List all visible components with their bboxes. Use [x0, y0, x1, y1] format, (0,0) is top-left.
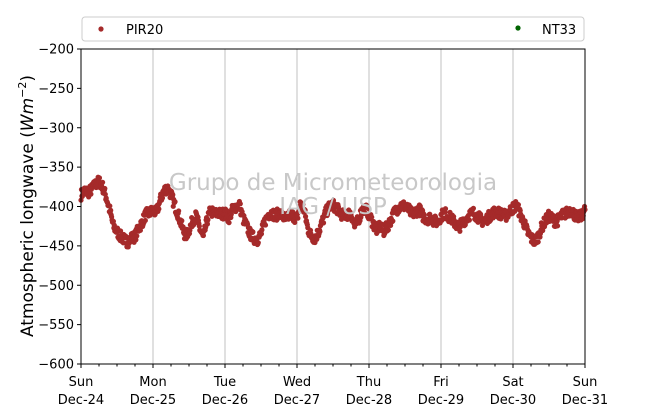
x-tick-day: Sun — [69, 375, 94, 390]
data-point — [470, 205, 476, 211]
y-axis: −200 −250 −300 −350 −400 −450 −500 −550 −600 — [38, 43, 81, 373]
data-point — [176, 208, 182, 214]
data-point — [187, 227, 193, 233]
data-point — [292, 219, 298, 225]
data-point — [159, 195, 166, 201]
data-point — [259, 227, 265, 233]
y-tick-label: −250 — [38, 82, 74, 97]
x-tick-date: Dec-27 — [274, 393, 320, 408]
y-tick-label: −200 — [38, 43, 74, 58]
data-point — [179, 218, 185, 224]
y-tick-label: −350 — [38, 161, 74, 176]
data-point — [300, 201, 306, 208]
data-point — [88, 191, 94, 197]
data-point — [258, 231, 265, 237]
data-point — [196, 223, 202, 229]
data-point — [137, 227, 143, 233]
x-tick-date: Dec-28 — [346, 393, 392, 408]
data-point — [107, 203, 113, 209]
data-point — [200, 232, 206, 239]
watermark: Grupo de Micrometeorologia IAG / USP — [169, 170, 497, 220]
x-tick-date: Dec-30 — [490, 393, 536, 408]
legend-marker-nt33 — [515, 25, 521, 31]
legend-label-nt33: NT33 — [542, 23, 576, 38]
legend-label-pir20: PIR20 — [126, 23, 163, 38]
data-point — [302, 207, 308, 213]
data-point — [118, 228, 124, 234]
legend-frame — [81, 16, 585, 42]
x-tick-date: Dec-26 — [202, 393, 248, 408]
data-point — [466, 217, 472, 223]
data-point — [390, 218, 396, 224]
data-point — [421, 212, 427, 218]
data-point — [250, 229, 256, 235]
watermark-line-2: IAG / USP — [279, 194, 387, 220]
x-tick-day: Tue — [213, 375, 236, 390]
data-point — [385, 227, 391, 233]
data-point — [457, 228, 463, 234]
data-point — [100, 179, 106, 185]
data-point — [172, 199, 178, 205]
data-point — [302, 213, 309, 220]
data-point — [308, 231, 314, 237]
x-tick-day: Mon — [139, 375, 166, 390]
x-tick-date: Dec-31 — [562, 393, 608, 408]
data-point — [142, 217, 148, 224]
data-point — [554, 223, 561, 229]
data-point — [228, 211, 234, 217]
y-tick-label: −550 — [38, 318, 74, 333]
watermark-line-1: Grupo de Micrometeorologia — [169, 170, 497, 196]
pir20-points — [78, 174, 588, 250]
x-tick-day: Sat — [502, 375, 523, 390]
plot-area: Grupo de Micrometeorologia IAG / USP — [78, 48, 588, 365]
x-tick-day: Fri — [433, 375, 449, 390]
data-point — [515, 202, 522, 208]
data-point — [226, 220, 232, 226]
data-point — [156, 206, 162, 212]
legend-marker-pir20 — [98, 26, 104, 32]
data-point — [262, 222, 269, 228]
x-tick-day: Thu — [356, 375, 381, 390]
x-tick-date: Dec-24 — [58, 393, 104, 408]
x-tick-day: Wed — [283, 375, 311, 390]
data-point — [369, 214, 375, 220]
data-point — [108, 207, 114, 213]
y-tick-label: −450 — [38, 239, 74, 254]
y-tick-label: −300 — [38, 121, 74, 136]
y-axis-label: Atmospheric longwave (Wm−2) — [16, 75, 38, 337]
data-point — [205, 217, 211, 223]
data-point — [320, 220, 327, 226]
x-tick-date: Dec-29 — [418, 393, 464, 408]
y-tick-label: −600 — [38, 358, 74, 373]
data-point — [295, 215, 301, 221]
x-tick-date: Dec-25 — [130, 393, 176, 408]
data-point — [170, 192, 176, 198]
data-point — [134, 233, 140, 239]
data-point — [96, 175, 103, 181]
data-point — [317, 228, 323, 235]
data-point — [237, 201, 243, 207]
y-tick-label: −500 — [38, 279, 74, 294]
x-tick-day: Sun — [573, 375, 598, 390]
data-point — [255, 240, 261, 246]
data-point — [204, 221, 211, 227]
legend: PIR20 NT33 — [81, 16, 585, 42]
data-point — [102, 185, 108, 192]
data-point — [442, 206, 449, 212]
data-point — [366, 206, 372, 212]
data-point — [110, 218, 116, 224]
x-axis: Sun Dec-24 Mon Dec-25 Tue Dec-26 Wed Dec-27 Thu D… — [58, 364, 608, 408]
data-point — [535, 239, 541, 245]
y-tick-label: −400 — [38, 200, 74, 215]
